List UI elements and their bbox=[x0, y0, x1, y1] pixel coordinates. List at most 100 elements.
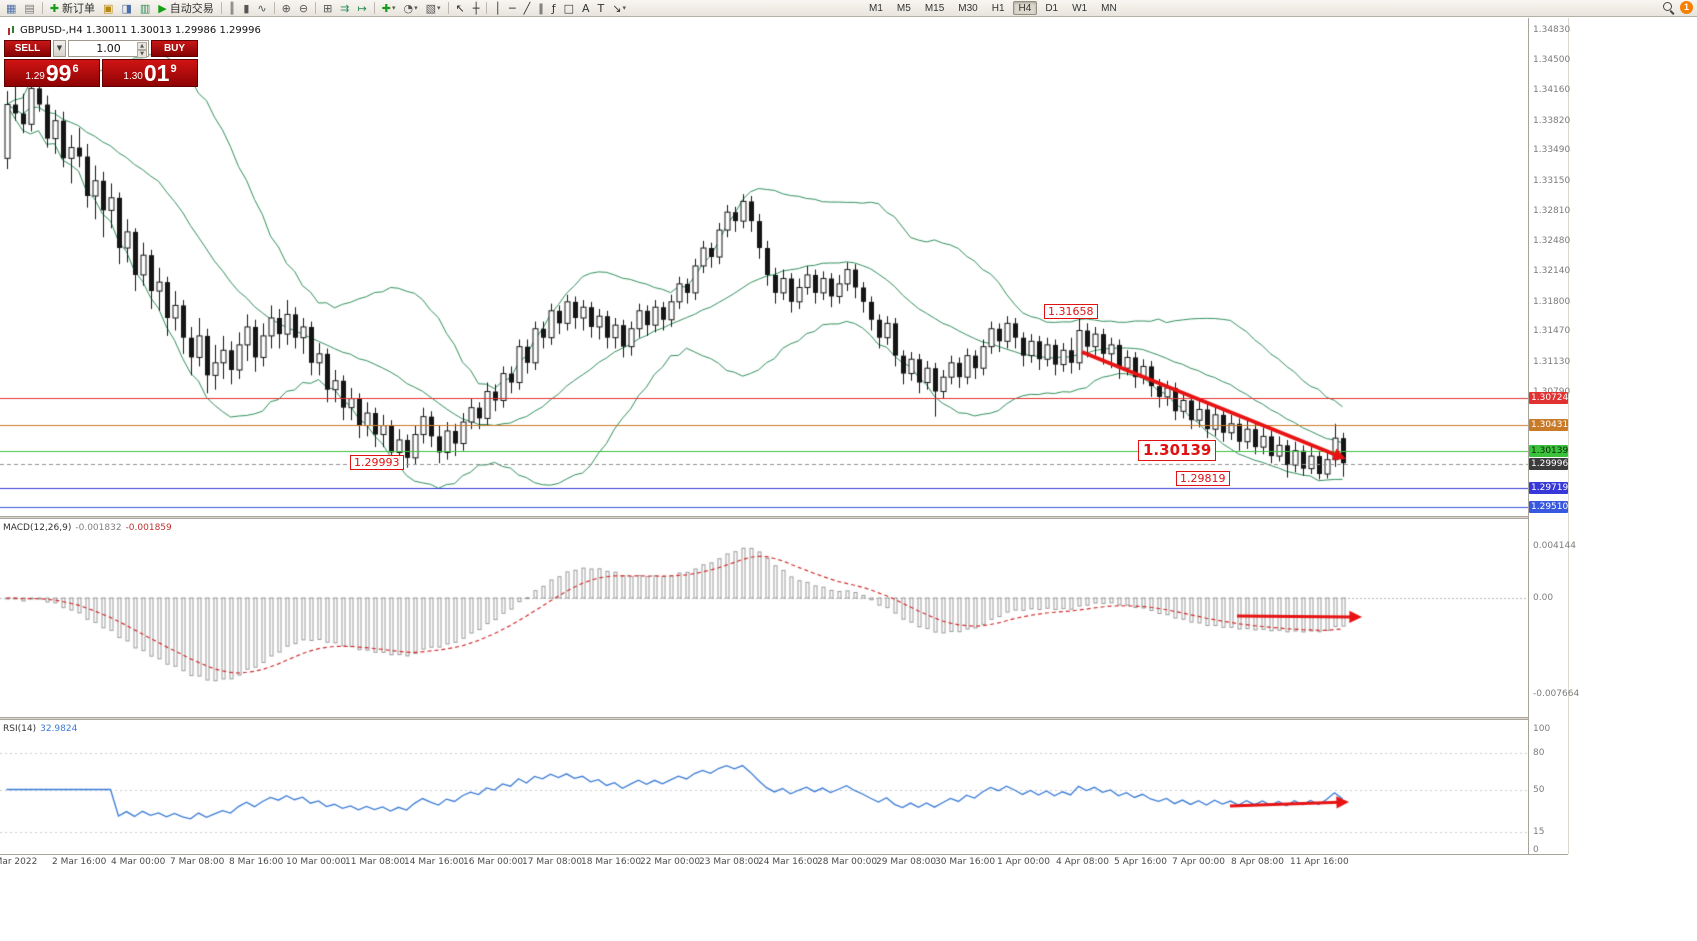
fibonacci-icon-glyph: ƒ bbox=[551, 1, 556, 15]
new-order-button-label: 新订单 bbox=[62, 3, 96, 15]
toolbar-separator bbox=[447, 2, 449, 14]
timeframe-mn-button[interactable]: MN bbox=[1101, 3, 1117, 14]
chart-shift-icon-glyph: ↦ bbox=[357, 1, 367, 15]
channel-icon-glyph: ∥ bbox=[538, 1, 544, 15]
panel-separator[interactable] bbox=[0, 717, 1528, 720]
timeframe-m5-button[interactable]: M5 bbox=[896, 3, 911, 14]
new-order-button[interactable]: ✚ 新订单 bbox=[47, 1, 98, 16]
vertical-line-icon[interactable]: │ bbox=[491, 1, 504, 16]
panel-separator[interactable] bbox=[0, 516, 1528, 519]
fibonacci-icon[interactable]: ƒ bbox=[549, 1, 559, 16]
cursor-icon[interactable]: ↖ bbox=[453, 1, 468, 16]
macd-panel-canvas[interactable] bbox=[0, 520, 1528, 717]
tile-windows-icon[interactable]: ⊞ bbox=[320, 1, 335, 16]
macd-label: MACD(12,26,9) -0.001832 -0.001859 bbox=[3, 523, 172, 533]
trendline-icon-glyph: ╱ bbox=[523, 1, 531, 15]
market-watch-icon-glyph: ▣ bbox=[103, 1, 114, 15]
label-icon[interactable]: T bbox=[595, 1, 608, 16]
price-note-1-30139[interactable]: 1.30139 bbox=[1138, 440, 1217, 461]
horizontal-line-icon[interactable]: ─ bbox=[506, 1, 519, 16]
timeframe-d1-button[interactable]: D1 bbox=[1045, 3, 1059, 14]
caret-down-icon: ▾ bbox=[436, 4, 441, 12]
channel-icon[interactable]: ∥ bbox=[535, 1, 547, 16]
timeframe-m15-button[interactable]: M15 bbox=[924, 3, 945, 14]
templates-button[interactable]: ▧ ▾ bbox=[423, 1, 444, 16]
zoom-out-icon[interactable]: ⊖ bbox=[296, 1, 311, 16]
zoom-out-icon-glyph: ⊖ bbox=[298, 1, 309, 15]
toolbar-main-group: ▦ ▤ ✚ 新订单 ▣ ◨ ▥ ▶ 自动交易 ║ ▮ ∿ ⊕ ⊖ ⊞ ⇉ ↦ ✚ ▾ ◔ ▾ ▧ ▾ ↖ ┼ │ ─ ╱ ∥ ƒ □ A T ↘ ▾ bbox=[2, 1, 630, 16]
navigator-icon[interactable]: ▥ bbox=[137, 1, 153, 16]
cursor-icon-glyph: ↖ bbox=[455, 1, 465, 15]
search-icon[interactable] bbox=[1663, 1, 1675, 14]
quote-header: GBPUSD-,H4 1.30011 1.30013 1.29986 1.299… bbox=[7, 25, 261, 36]
macd-value: -0.001832 bbox=[75, 523, 122, 533]
line-chart-icon[interactable]: ∿ bbox=[254, 1, 269, 16]
sell-button[interactable]: SELL bbox=[4, 40, 51, 57]
auto-trading-button[interactable]: ▶ 自动交易 bbox=[155, 1, 216, 16]
spin-up-icon[interactable]: ▲ bbox=[137, 42, 147, 50]
spin-down-icon[interactable]: ▼ bbox=[137, 50, 147, 58]
caret-down-icon: ▼ bbox=[56, 44, 63, 52]
price-note-1-29993[interactable]: 1.29993 bbox=[350, 455, 404, 470]
toolbar-separator bbox=[315, 2, 317, 14]
rsi-label: RSI(14) 32.9824 bbox=[3, 724, 77, 734]
chart-icon bbox=[7, 25, 16, 36]
navigator-icon-glyph: ▥ bbox=[139, 1, 151, 15]
rsi-panel-canvas[interactable] bbox=[0, 721, 1528, 854]
caret-down-icon: ▾ bbox=[391, 4, 396, 12]
market-watch-icon[interactable]: ▣ bbox=[100, 1, 116, 16]
caret-down-icon: ▾ bbox=[622, 4, 626, 12]
trendline-icon[interactable]: ╱ bbox=[521, 1, 534, 16]
price-scale[interactable] bbox=[1529, 24, 1568, 854]
volume-value: 1.00 bbox=[96, 42, 121, 55]
timeframe-m1-button[interactable]: M1 bbox=[869, 3, 883, 14]
buy-price-button[interactable]: 1.30 01 9 bbox=[102, 59, 198, 87]
toolbar-separator bbox=[41, 2, 43, 14]
volume-input[interactable]: 1.00 ▲ ▼ bbox=[68, 40, 149, 58]
main-chart-canvas[interactable] bbox=[0, 24, 1528, 516]
trade-options-dropdown[interactable]: ▼ bbox=[53, 40, 66, 57]
timeframe-h1-button[interactable]: H1 bbox=[991, 3, 1005, 14]
bar-chart-icon[interactable]: ║ bbox=[226, 1, 239, 16]
label-icon-glyph: T bbox=[597, 1, 605, 15]
buy-button[interactable]: BUY bbox=[151, 40, 198, 57]
zoom-in-icon[interactable]: ⊕ bbox=[279, 1, 294, 16]
text-icon[interactable]: A bbox=[579, 1, 593, 16]
profiles-icon-glyph: ▤ bbox=[24, 1, 35, 15]
price-note-1-31658[interactable]: 1.31658 bbox=[1044, 304, 1098, 319]
timeframe-w1-button[interactable]: W1 bbox=[1072, 3, 1088, 14]
candle-chart-icon[interactable]: ▮ bbox=[240, 1, 252, 16]
indicators-button[interactable]: ✚ ▾ bbox=[379, 1, 399, 16]
sell-price-button[interactable]: 1.29 99 6 bbox=[4, 59, 100, 87]
data-window-icon[interactable]: ◨ bbox=[118, 1, 134, 16]
window-right-border bbox=[1568, 18, 1569, 854]
profiles-icon[interactable]: ▤ bbox=[21, 1, 37, 16]
macd-signal-value: -0.001859 bbox=[125, 523, 172, 533]
arrows-button[interactable]: ↘ ▾ bbox=[609, 1, 629, 16]
toolbar-right-group: 1 bbox=[1663, 1, 1693, 14]
arrows-glyph: ↘ bbox=[612, 1, 622, 15]
timeframe-m30-button[interactable]: M30 bbox=[958, 3, 978, 14]
new-chart-icon-glyph: ▦ bbox=[6, 1, 17, 15]
volume-spinner[interactable]: ▲ ▼ bbox=[137, 42, 147, 58]
new-chart-icon[interactable]: ▦ bbox=[3, 1, 19, 16]
toolbar-timeframes: M1 M5 M15 M30 H1 H4 D1 W1 MN bbox=[862, 1, 1124, 15]
candle-chart-icon-glyph: ▮ bbox=[243, 1, 250, 15]
auto-scroll-icon[interactable]: ⇉ bbox=[337, 1, 352, 16]
buy-price-prefix: 1.30 bbox=[123, 71, 143, 82]
shapes-icon[interactable]: □ bbox=[561, 1, 577, 16]
time-scale[interactable] bbox=[0, 855, 1528, 869]
periods-glyph: ◔ bbox=[403, 1, 414, 15]
periods-button[interactable]: ◔ ▾ bbox=[400, 1, 420, 16]
timeframe-h4-button[interactable]: H4 bbox=[1012, 1, 1038, 15]
templates-glyph: ▧ bbox=[425, 1, 436, 15]
shapes-icon-glyph: □ bbox=[563, 1, 574, 15]
notification-badge[interactable]: 1 bbox=[1680, 1, 1693, 14]
horizontal-line-icon-glyph: ─ bbox=[508, 1, 516, 15]
toolbar-separator bbox=[486, 2, 488, 14]
crosshair-icon[interactable]: ┼ bbox=[470, 1, 483, 16]
chart-shift-icon[interactable]: ↦ bbox=[355, 1, 370, 16]
price-note-1-29819[interactable]: 1.29819 bbox=[1176, 471, 1230, 486]
toolbar: ▦ ▤ ✚ 新订单 ▣ ◨ ▥ ▶ 自动交易 ║ ▮ ∿ ⊕ ⊖ ⊞ ⇉ ↦ ✚ ▾ ◔ ▾ ▧ ▾ ↖ ┼ │ ─ ╱ ∥ ƒ □ A T ↘ ▾… bbox=[0, 0, 1697, 17]
